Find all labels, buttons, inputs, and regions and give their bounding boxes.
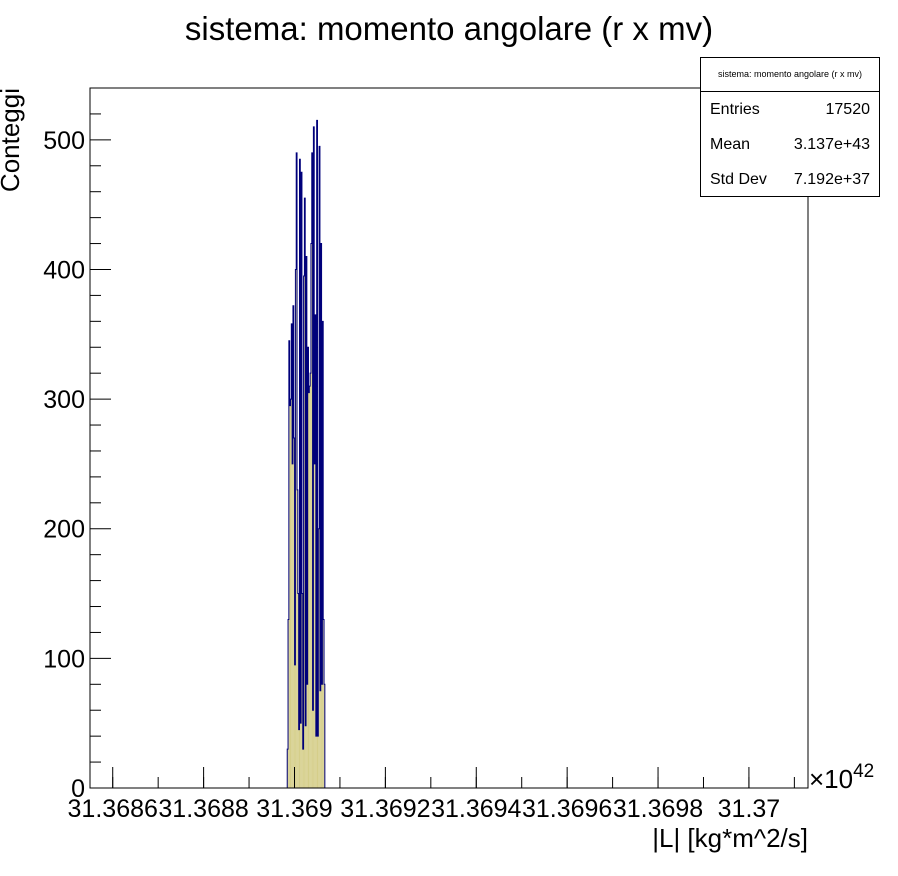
- x-tick-label: 31.3692: [340, 795, 430, 823]
- histogram-bin: [302, 749, 304, 788]
- histogram-bin: [319, 690, 321, 788]
- stats-title: sistema: momento angolare (r x mv): [701, 58, 879, 92]
- histogram-bin: [300, 723, 302, 788]
- histogram-bin: [306, 684, 308, 788]
- y-tick-label: 300: [43, 386, 85, 414]
- histogram-bin: [297, 489, 298, 788]
- histogram-bin: [294, 664, 296, 788]
- plot-frame: [89, 87, 809, 789]
- stats-row-stddev: Std Dev 7.192e+37: [701, 162, 879, 197]
- stats-value: 7.192e+37: [793, 171, 870, 188]
- stats-label: Entries: [710, 101, 760, 118]
- x-tick-label: 31.369: [256, 795, 332, 823]
- x-exponent-label: ×1042: [809, 761, 874, 794]
- histogram-bin: [291, 323, 293, 788]
- stats-label: Std Dev: [710, 171, 767, 188]
- y-tick-label: 400: [43, 256, 85, 284]
- histogram-bin: [310, 373, 311, 788]
- y-axis: 0 100 200 300 400 500: [43, 87, 111, 803]
- stats-row-mean: Mean 3.137e+43: [701, 127, 879, 162]
- histogram-bin: [323, 619, 325, 788]
- x-tick-label: 31.3694: [431, 795, 521, 823]
- histogram-bin: [298, 729, 300, 788]
- x-tick-label: 31.37: [718, 795, 781, 823]
- histogram-bin: [308, 392, 310, 788]
- histogram-bin: [290, 399, 292, 788]
- stats-row-entries: Entries 17520: [701, 92, 879, 127]
- histogram-bin: [305, 725, 307, 788]
- stats-box: sistema: momento angolare (r x mv) Entri…: [700, 57, 880, 197]
- x-axis: 31.3686 31.3688 31.369 31.3692 31.3694 31.369…: [68, 767, 795, 823]
- histogram-bin: [292, 463, 293, 788]
- histogram-bin: [309, 386, 311, 788]
- histogram-bin: [292, 305, 294, 788]
- histogram-bin: [289, 405, 291, 788]
- y-tick-label: 100: [43, 645, 85, 673]
- histogram-outline: [286, 119, 326, 788]
- stats-value: 3.137e+43: [793, 136, 870, 153]
- y-tick-label: 500: [43, 127, 85, 155]
- x-tick-label: 31.3686: [68, 795, 158, 823]
- x-axis-label: |L| [kg*m^2/s]: [652, 823, 808, 853]
- histogram-bin: [312, 710, 314, 788]
- x-tick-label: 31.3688: [158, 795, 248, 823]
- y-tick-label: 200: [43, 516, 85, 544]
- y-tick-label: 0: [71, 775, 85, 803]
- x-tick-label: 31.3696: [522, 795, 612, 823]
- stats-label: Mean: [710, 136, 751, 153]
- histogram-bin: [315, 736, 317, 788]
- histogram-bin: [314, 463, 316, 788]
- x-exponent-power: 42: [853, 761, 874, 782]
- y-axis-label: Conteggi: [0, 88, 25, 192]
- x-exponent-base: ×10: [809, 764, 853, 794]
- histogram-bin: [317, 736, 319, 788]
- histogram-bin: [321, 684, 323, 788]
- stats-value: 17520: [825, 101, 871, 118]
- x-tick-label: 31.3698: [613, 795, 703, 823]
- chart-title: sistema: momento angolare (r x mv): [184, 10, 714, 47]
- histogram-bin: [310, 243, 312, 789]
